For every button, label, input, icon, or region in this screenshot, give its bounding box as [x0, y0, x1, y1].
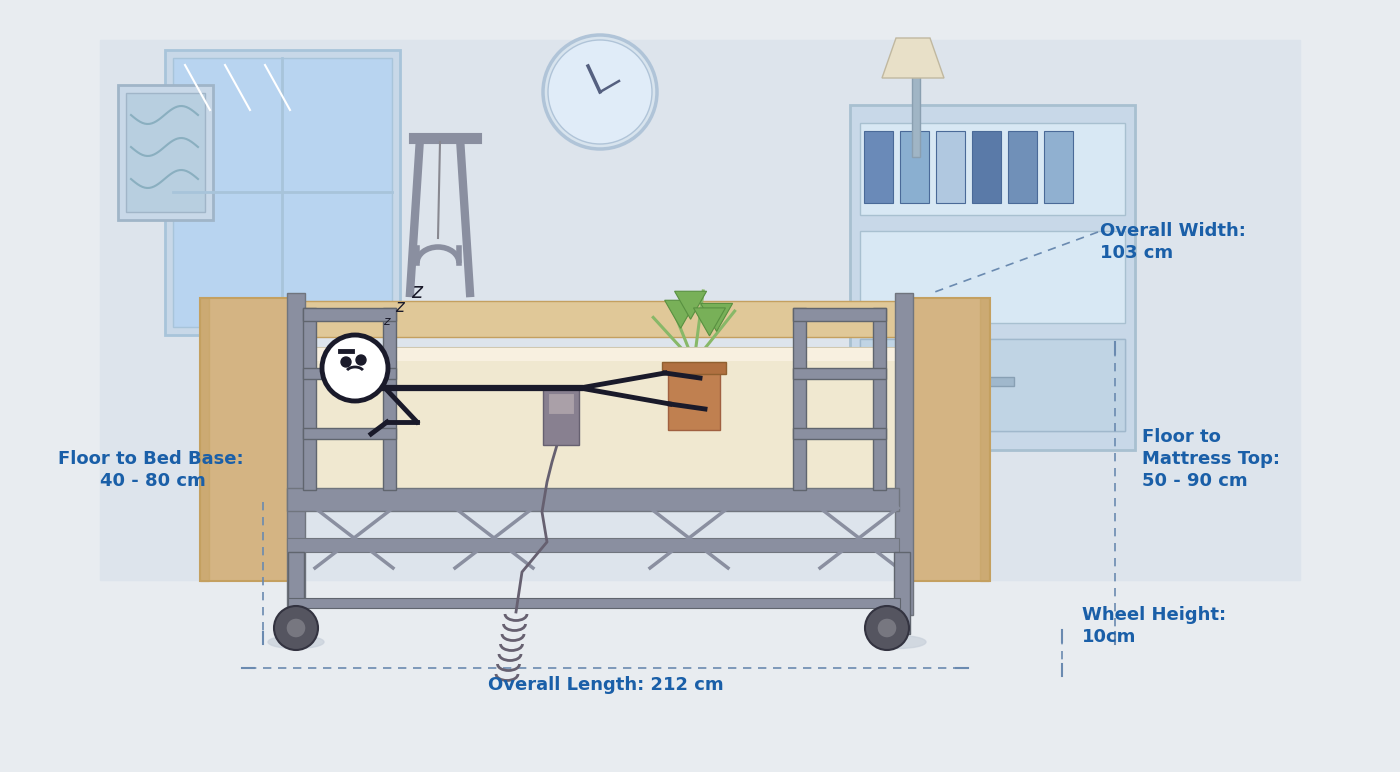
- FancyBboxPatch shape: [302, 308, 316, 490]
- FancyBboxPatch shape: [792, 308, 806, 490]
- FancyBboxPatch shape: [903, 298, 990, 581]
- FancyBboxPatch shape: [384, 308, 396, 490]
- Circle shape: [322, 335, 388, 401]
- FancyBboxPatch shape: [547, 393, 574, 414]
- FancyBboxPatch shape: [174, 58, 392, 327]
- Text: 10cm: 10cm: [1082, 628, 1137, 646]
- FancyBboxPatch shape: [972, 131, 1001, 203]
- FancyBboxPatch shape: [1044, 131, 1072, 203]
- FancyBboxPatch shape: [792, 428, 886, 439]
- FancyBboxPatch shape: [860, 339, 1126, 431]
- Text: z: z: [395, 298, 403, 316]
- FancyBboxPatch shape: [850, 105, 1135, 450]
- FancyBboxPatch shape: [860, 123, 1126, 215]
- FancyBboxPatch shape: [288, 552, 304, 634]
- FancyBboxPatch shape: [668, 368, 720, 430]
- FancyBboxPatch shape: [860, 231, 1126, 323]
- FancyBboxPatch shape: [792, 308, 886, 321]
- FancyBboxPatch shape: [200, 298, 209, 581]
- Circle shape: [547, 40, 652, 144]
- FancyBboxPatch shape: [287, 538, 899, 552]
- Polygon shape: [693, 308, 725, 336]
- FancyBboxPatch shape: [864, 131, 893, 203]
- FancyBboxPatch shape: [970, 377, 1014, 386]
- FancyBboxPatch shape: [287, 293, 305, 615]
- FancyBboxPatch shape: [543, 388, 580, 445]
- Text: Mattress Top:: Mattress Top:: [1142, 450, 1280, 468]
- FancyBboxPatch shape: [200, 298, 293, 581]
- Polygon shape: [675, 291, 707, 320]
- FancyBboxPatch shape: [288, 348, 902, 500]
- FancyBboxPatch shape: [874, 308, 886, 490]
- Polygon shape: [665, 300, 697, 328]
- Circle shape: [356, 355, 365, 365]
- Ellipse shape: [267, 635, 323, 648]
- Text: Floor to Bed Base:: Floor to Bed Base:: [57, 450, 244, 468]
- Circle shape: [342, 357, 351, 367]
- FancyBboxPatch shape: [99, 40, 1301, 580]
- FancyBboxPatch shape: [287, 488, 899, 511]
- Polygon shape: [700, 303, 732, 331]
- Text: Wheel Height:: Wheel Height:: [1082, 606, 1226, 624]
- Text: 103 cm: 103 cm: [1100, 244, 1173, 262]
- FancyBboxPatch shape: [662, 362, 727, 374]
- Circle shape: [876, 618, 897, 638]
- Ellipse shape: [869, 635, 925, 648]
- Circle shape: [274, 606, 318, 650]
- FancyBboxPatch shape: [302, 308, 396, 321]
- Text: z: z: [384, 315, 389, 328]
- FancyBboxPatch shape: [895, 293, 913, 615]
- FancyBboxPatch shape: [980, 298, 988, 581]
- Text: 50 - 90 cm: 50 - 90 cm: [1142, 472, 1247, 490]
- FancyBboxPatch shape: [911, 75, 920, 157]
- FancyBboxPatch shape: [165, 50, 400, 335]
- Circle shape: [543, 35, 657, 149]
- Text: Overall Length: 212 cm: Overall Length: 212 cm: [489, 676, 724, 694]
- FancyBboxPatch shape: [937, 131, 965, 203]
- Polygon shape: [882, 38, 944, 78]
- FancyBboxPatch shape: [1008, 131, 1037, 203]
- FancyBboxPatch shape: [288, 348, 902, 361]
- Text: Overall Width:: Overall Width:: [1100, 222, 1246, 240]
- FancyBboxPatch shape: [900, 131, 930, 203]
- Text: z: z: [412, 282, 421, 302]
- Text: 40 - 80 cm: 40 - 80 cm: [99, 472, 206, 490]
- FancyBboxPatch shape: [118, 85, 213, 220]
- Circle shape: [865, 606, 909, 650]
- FancyBboxPatch shape: [302, 428, 396, 439]
- FancyBboxPatch shape: [126, 93, 204, 212]
- FancyBboxPatch shape: [302, 368, 396, 379]
- Text: Floor to: Floor to: [1142, 428, 1221, 446]
- FancyBboxPatch shape: [288, 598, 900, 608]
- FancyBboxPatch shape: [792, 368, 886, 379]
- FancyBboxPatch shape: [291, 301, 903, 337]
- FancyBboxPatch shape: [895, 552, 910, 634]
- FancyBboxPatch shape: [860, 339, 1126, 431]
- Circle shape: [286, 618, 307, 638]
